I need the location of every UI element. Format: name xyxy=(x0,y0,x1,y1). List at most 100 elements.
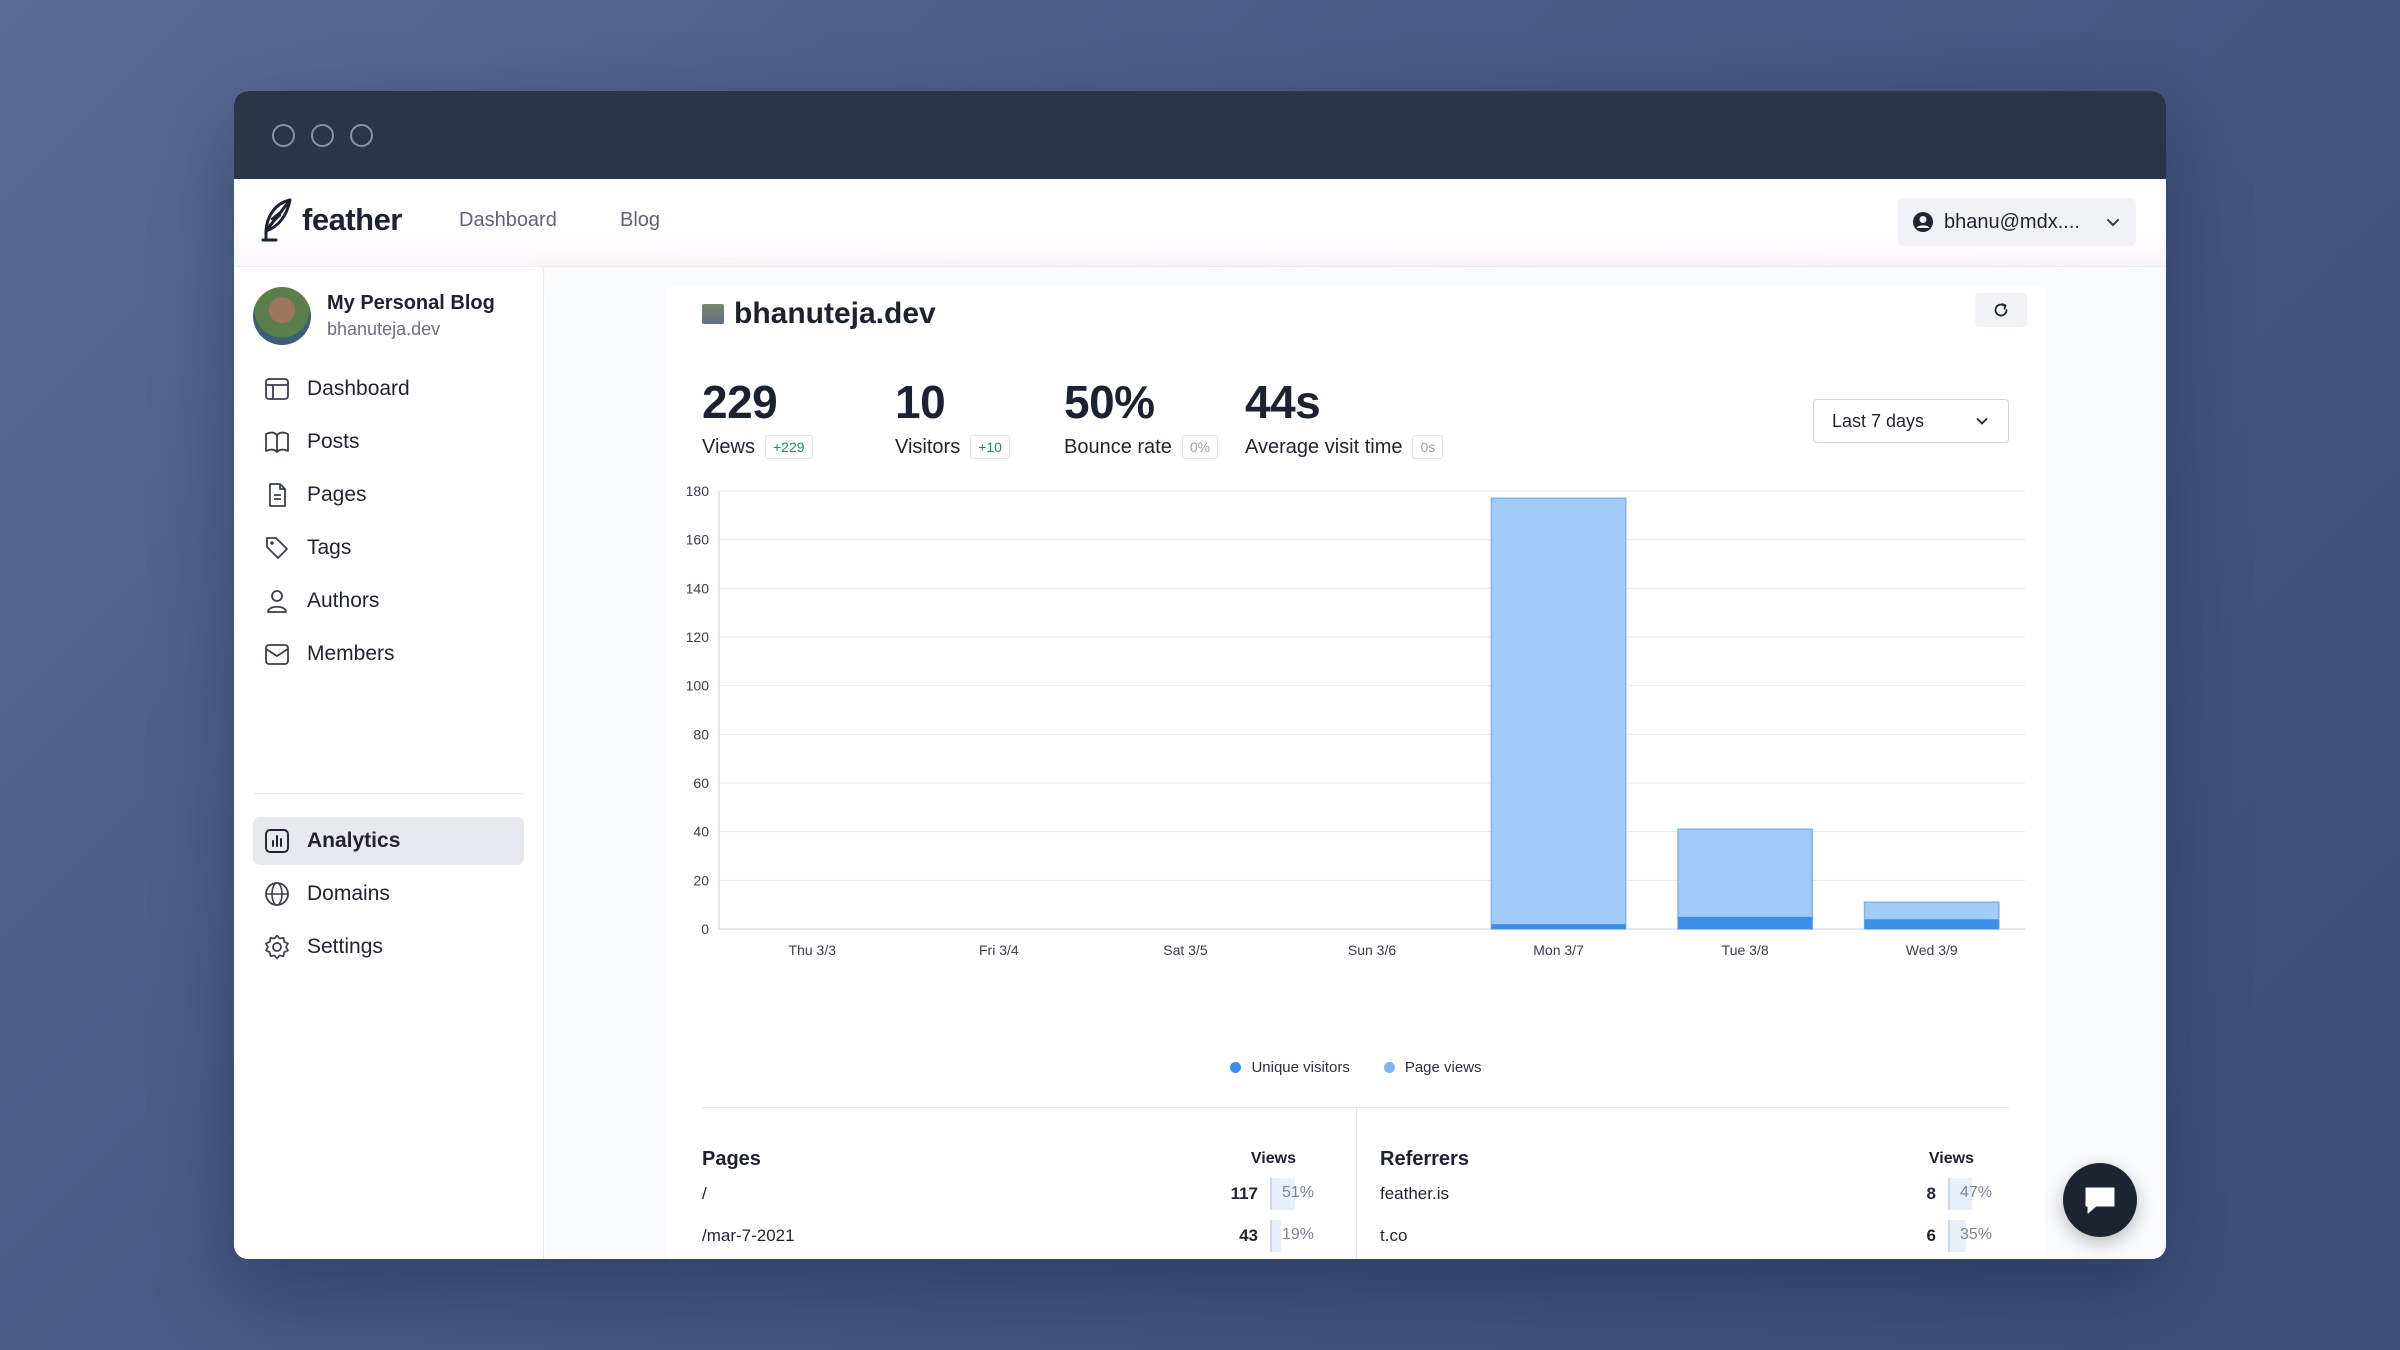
bar-unique-visitors xyxy=(1864,919,1999,929)
chat-button[interactable] xyxy=(2063,1163,2137,1237)
nav-dashboard-link[interactable]: Dashboard xyxy=(459,209,557,231)
top-navigation: feather Dashboard Blog bhanu@mdx.... xyxy=(234,179,2166,267)
x-tick-label: Thu 3/3 xyxy=(789,942,837,958)
analytics-card: bhanuteja.dev 229 Views +229 10 Visitors +… xyxy=(667,287,2045,1259)
sidebar-item-posts[interactable]: Posts xyxy=(253,418,524,466)
sidebar-item-pages[interactable]: Pages xyxy=(253,471,524,519)
secondary-menu: Analytics Domains Settings xyxy=(253,817,524,976)
legend-page-views[interactable]: Page views xyxy=(1383,1059,1482,1076)
percent-label: 51% xyxy=(1282,1184,1315,1201)
sidebar-item-domains[interactable]: Domains xyxy=(253,870,524,918)
main-content: bhanuteja.dev 229 Views +229 10 Visitors +… xyxy=(545,267,2166,1259)
sidebar-item-label: Dashboard xyxy=(307,377,410,400)
blog-profile[interactable]: My Personal Blog bhanuteja.dev xyxy=(253,287,495,345)
y-tick-label: 100 xyxy=(687,678,709,694)
sidebar-item-authors[interactable]: Authors xyxy=(253,577,524,625)
percent-bar: 19% xyxy=(1270,1220,1318,1252)
sidebar-item-analytics[interactable]: Analytics xyxy=(253,817,524,865)
book-icon xyxy=(265,431,289,453)
feather-icon xyxy=(261,198,292,242)
x-tick-label: Mon 3/7 xyxy=(1533,942,1584,958)
file-icon xyxy=(269,483,286,507)
sidebar-item-label: Posts xyxy=(307,430,360,453)
chevron-down-icon xyxy=(2107,219,2119,227)
table-row[interactable]: feather.is 8 47% xyxy=(1380,1173,1996,1215)
table-row[interactable]: / 117 51% xyxy=(702,1173,1318,1215)
referrer-views: 8 xyxy=(1926,1184,1936,1203)
percent-label: 19% xyxy=(1282,1226,1315,1243)
tag-icon xyxy=(266,537,288,559)
stat-value: 10 xyxy=(895,376,946,428)
stat-views: 229 Views +229 xyxy=(702,375,813,459)
user-email: bhanu@mdx.... xyxy=(1944,210,2080,233)
brand-name: feather xyxy=(302,202,402,237)
close-window-dot[interactable] xyxy=(272,124,295,147)
y-tick-label: 140 xyxy=(687,580,709,596)
referrer-views: 6 xyxy=(1926,1226,1936,1245)
views-bar-chart: 0 20 40 60 80 100 120 140 160 180 Thu 3/3 Fri 3/4 Sa… xyxy=(687,483,2025,958)
sidebar-item-label: Authors xyxy=(307,589,380,612)
sidebar-item-settings[interactable]: Settings xyxy=(253,923,524,971)
y-tick-label: 160 xyxy=(687,532,709,548)
page-path-views: 117 xyxy=(1230,1184,1258,1203)
sidebar-item-label: Domains xyxy=(307,882,390,905)
table-row[interactable]: t.co 6 35% xyxy=(1380,1215,1996,1257)
pages-views-header: Views xyxy=(1250,1150,1296,1167)
site-favicon xyxy=(702,304,724,324)
sidebar-item-tags[interactable]: Tags xyxy=(253,524,524,572)
percent-bar: 51% xyxy=(1270,1178,1318,1210)
table-row[interactable]: /mar-7-2021 43 19% xyxy=(702,1215,1318,1257)
legend-unique-visitors[interactable]: Unique visitors xyxy=(1230,1059,1350,1076)
stat-average-visit-time: 44s Average visit time 0s xyxy=(1245,375,1444,459)
referrer-name: t.co xyxy=(1380,1226,1408,1245)
user-circle-icon xyxy=(1913,212,1933,232)
maximize-window-dot[interactable] xyxy=(350,124,373,147)
sidebar-item-members[interactable]: Members xyxy=(253,630,524,678)
stat-label: Visitors xyxy=(895,435,961,458)
user-icon xyxy=(267,590,287,613)
table-row[interactable]: /week2410% xyxy=(702,1257,1318,1259)
sidebar: My Personal Blog bhanuteja.dev Dashboard… xyxy=(234,267,544,1259)
bar-page-views xyxy=(1490,497,1627,930)
pages-table: Pages Views / 117 51% /mar-7-2021 43 19% /week… xyxy=(702,1145,1318,1259)
minimize-window-dot[interactable] xyxy=(311,124,334,147)
x-tick-label: Sat 3/5 xyxy=(1163,942,1208,958)
stat-label: Views xyxy=(702,435,755,458)
chat-icon xyxy=(2085,1187,2115,1214)
gear-icon xyxy=(265,934,289,960)
page-path-views: 43 xyxy=(1239,1226,1258,1245)
sidebar-item-label: Analytics xyxy=(307,829,401,852)
layout-icon xyxy=(265,378,289,400)
referrers-views-header: Views xyxy=(1928,1150,1974,1167)
percent-bar-fill xyxy=(1950,1220,1967,1252)
referrer-name: feather.is xyxy=(1380,1184,1449,1203)
legend-swatch xyxy=(1383,1062,1395,1073)
table-row[interactable]: bhanu.bio.link212% xyxy=(1380,1257,1996,1259)
bar-unique-visitors xyxy=(1491,924,1626,929)
stat-value: 50% xyxy=(1064,376,1155,428)
referrers-title: Referrers xyxy=(1380,1147,1469,1170)
nav-blog-link[interactable]: Blog xyxy=(620,209,661,231)
percent-bar-fill xyxy=(1950,1178,1972,1210)
referrers-table: Referrers Views feather.is 8 47% t.co 6 35% bh… xyxy=(1380,1145,1996,1259)
chart-legend: Unique visitors Page views xyxy=(667,1059,2045,1076)
stat-delta-badge: +229 xyxy=(765,435,813,459)
pages-title: Pages xyxy=(702,1147,761,1170)
refresh-button[interactable] xyxy=(1975,293,2027,327)
stat-value: 44s xyxy=(1245,376,1321,428)
title-bar xyxy=(234,91,2166,179)
percent-label: 47% xyxy=(1960,1184,1993,1201)
date-range-select[interactable]: Last 7 days xyxy=(1813,399,2009,443)
feather-logo[interactable]: feather xyxy=(260,197,402,243)
stat-label: Average visit time xyxy=(1245,435,1403,458)
sidebar-item-dashboard[interactable]: Dashboard xyxy=(253,365,524,413)
sidebar-item-label: Pages xyxy=(307,483,367,506)
page-path-name: /mar-7-2021 xyxy=(702,1226,795,1245)
x-tick-label: Fri 3/4 xyxy=(979,942,1019,958)
sidebar-item-label: Settings xyxy=(307,935,383,958)
bar-page-views xyxy=(1677,828,1814,930)
legend-swatch xyxy=(1230,1062,1242,1073)
y-tick-label: 20 xyxy=(693,872,709,888)
primary-menu: Dashboard Posts Pages Tags Authors Membe… xyxy=(253,365,524,683)
user-menu-button[interactable]: bhanu@mdx.... xyxy=(1898,198,2136,246)
